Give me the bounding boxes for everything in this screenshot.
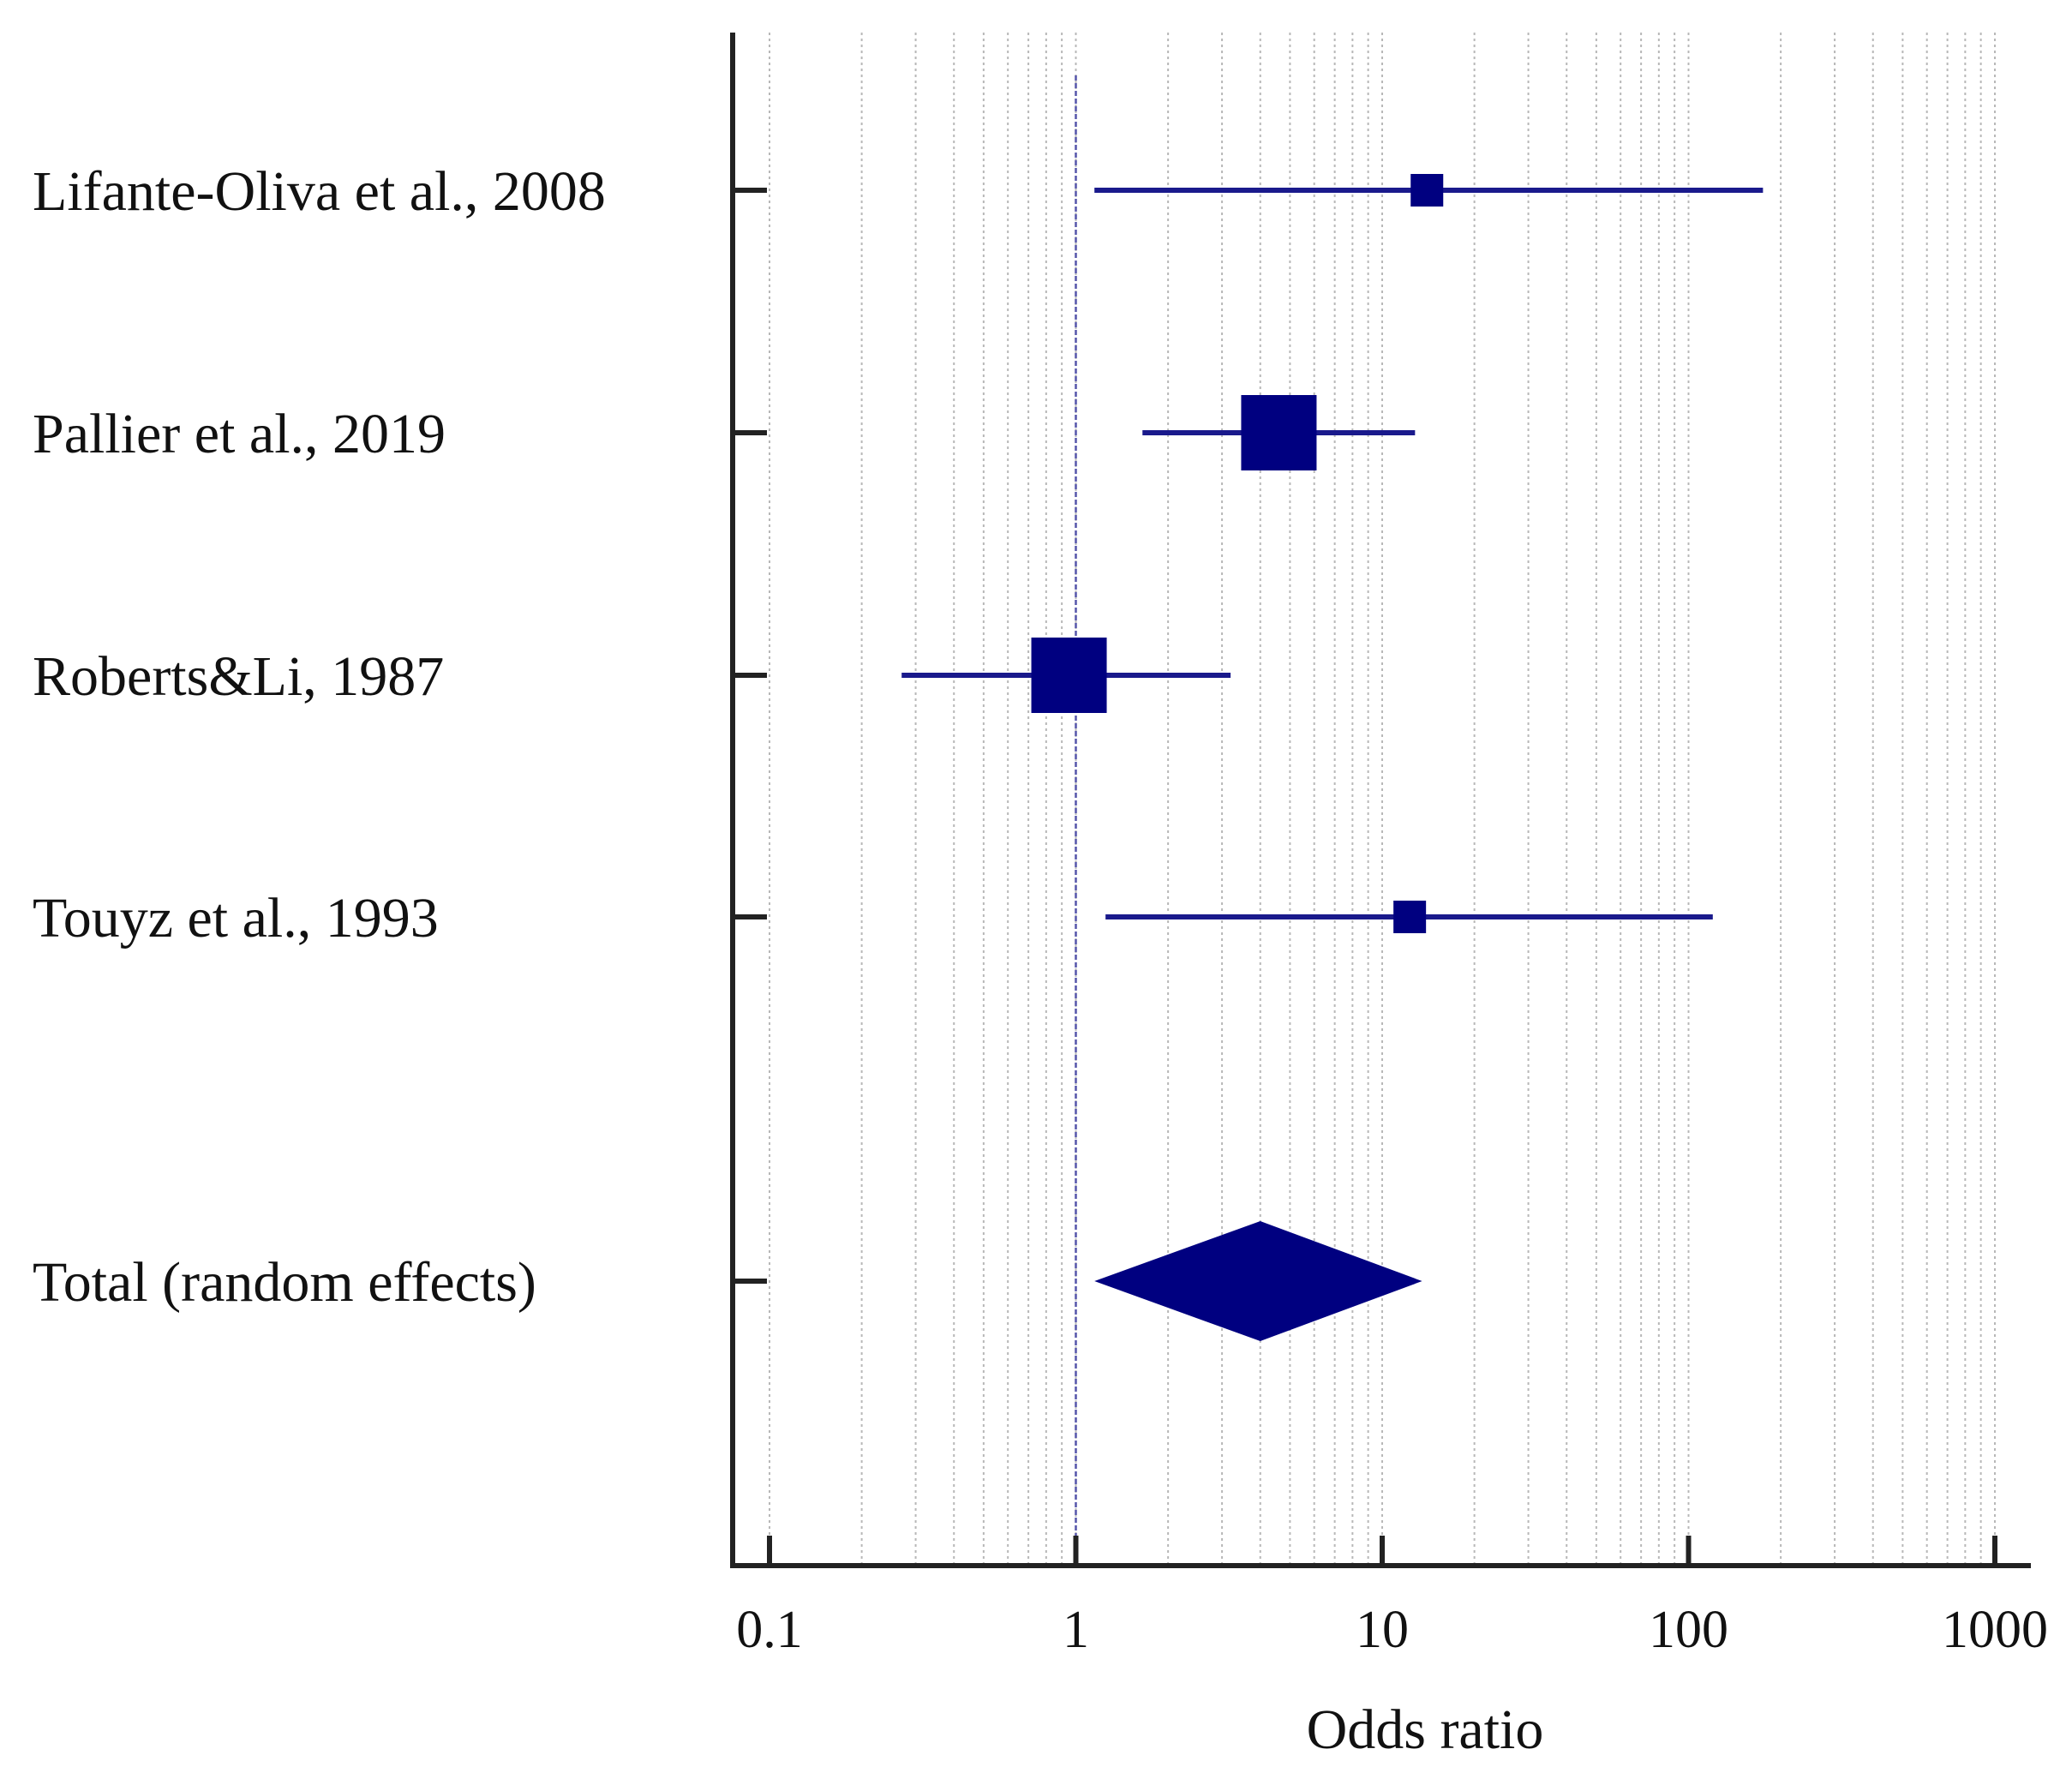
or-marker [1393, 901, 1427, 933]
x-axis-title: Odds ratio [1307, 1698, 1544, 1761]
or-marker [1410, 174, 1444, 207]
x-tick-label: 10 [1356, 1601, 1409, 1659]
study-row: Lifante-Oliva et al., 2008 [33, 160, 1764, 223]
study-row: Touyz et al., 1993 [33, 887, 1713, 949]
study-row: Roberts&Li, 1987 [33, 638, 1231, 713]
total-label: Total (random effects) [33, 1251, 536, 1314]
study-label: Lifante-Oliva et al., 2008 [33, 160, 606, 223]
study-label: Roberts&Li, 1987 [33, 645, 444, 708]
gridlines [769, 33, 1996, 1566]
or-marker [1241, 395, 1317, 470]
study-row: Pallier et al., 2019 [33, 395, 1416, 470]
total-row: Total (random effects) [33, 1221, 1422, 1341]
study-label: Pallier et al., 2019 [33, 403, 446, 465]
study-label: Touyz et al., 1993 [33, 887, 439, 949]
study-rows: Lifante-Oliva et al., 2008 Pallier et al.… [33, 160, 1764, 1341]
x-tick-label: 0.1 [736, 1601, 803, 1659]
x-tick-label: 1 [1063, 1601, 1089, 1659]
x-ticks: 0.1 1 10 100 1000 [736, 1536, 2048, 1659]
axes [730, 33, 2031, 1568]
x-tick-label: 1000 [1942, 1601, 2048, 1659]
x-tick-label: 100 [1649, 1601, 1728, 1659]
or-marker [1031, 638, 1107, 713]
pooled-diamond [1094, 1221, 1422, 1341]
